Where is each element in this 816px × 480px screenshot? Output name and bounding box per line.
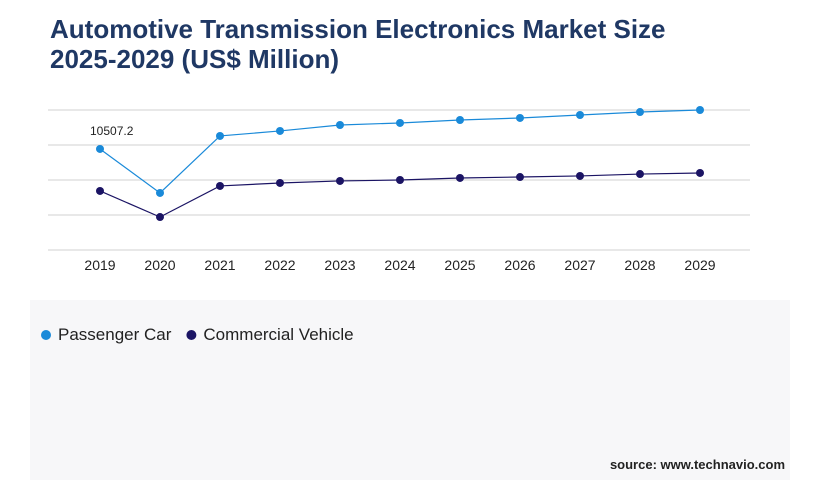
source: source: www.technavio.com <box>610 457 785 472</box>
data-point <box>336 176 344 185</box>
data-point <box>696 168 704 177</box>
data-point <box>696 106 704 114</box>
chart-subtitle: 2025-2029 (US$ Million) <box>50 44 339 74</box>
x-tick-label: 2024 <box>384 257 415 273</box>
data-point <box>96 144 104 153</box>
data-point <box>456 116 464 124</box>
data-point <box>576 111 584 119</box>
data-point <box>276 126 284 135</box>
chart-title: Automotive Transmission Electronics Mark… <box>50 14 666 44</box>
data-point <box>396 118 404 127</box>
data-point <box>336 121 344 129</box>
data-point <box>216 131 224 140</box>
x-tick-label: 2022 <box>264 257 295 273</box>
data-point <box>636 108 644 117</box>
legend-panel <box>30 300 790 480</box>
x-tick-label: 2019 <box>84 257 115 273</box>
x-tick-label: 2028 <box>624 257 655 273</box>
data-label: 10507.2 <box>90 124 134 138</box>
x-tick-label: 2027 <box>564 257 595 273</box>
x-tick-label: 2026 <box>504 257 535 273</box>
data-point <box>156 188 164 197</box>
x-tick-label: 2020 <box>144 257 175 273</box>
data-point <box>516 173 524 182</box>
legend-marker <box>186 330 197 340</box>
legend-marker <box>41 330 51 340</box>
data-point <box>576 171 584 180</box>
data-point <box>636 170 644 179</box>
legend-label: Passenger Car <box>58 325 172 344</box>
data-point <box>516 113 524 122</box>
data-point <box>456 173 464 182</box>
x-tick-label: 2023 <box>324 257 355 273</box>
x-tick-label: 2025 <box>444 257 475 273</box>
data-point <box>396 176 404 184</box>
data-point <box>96 186 104 195</box>
legend-label: Commercial Vehicle <box>203 325 353 344</box>
data-point <box>156 213 164 222</box>
x-tick-label: 2021 <box>204 257 235 273</box>
x-tick-label: 2029 <box>684 257 715 273</box>
data-point <box>216 181 224 190</box>
data-point <box>276 178 284 187</box>
